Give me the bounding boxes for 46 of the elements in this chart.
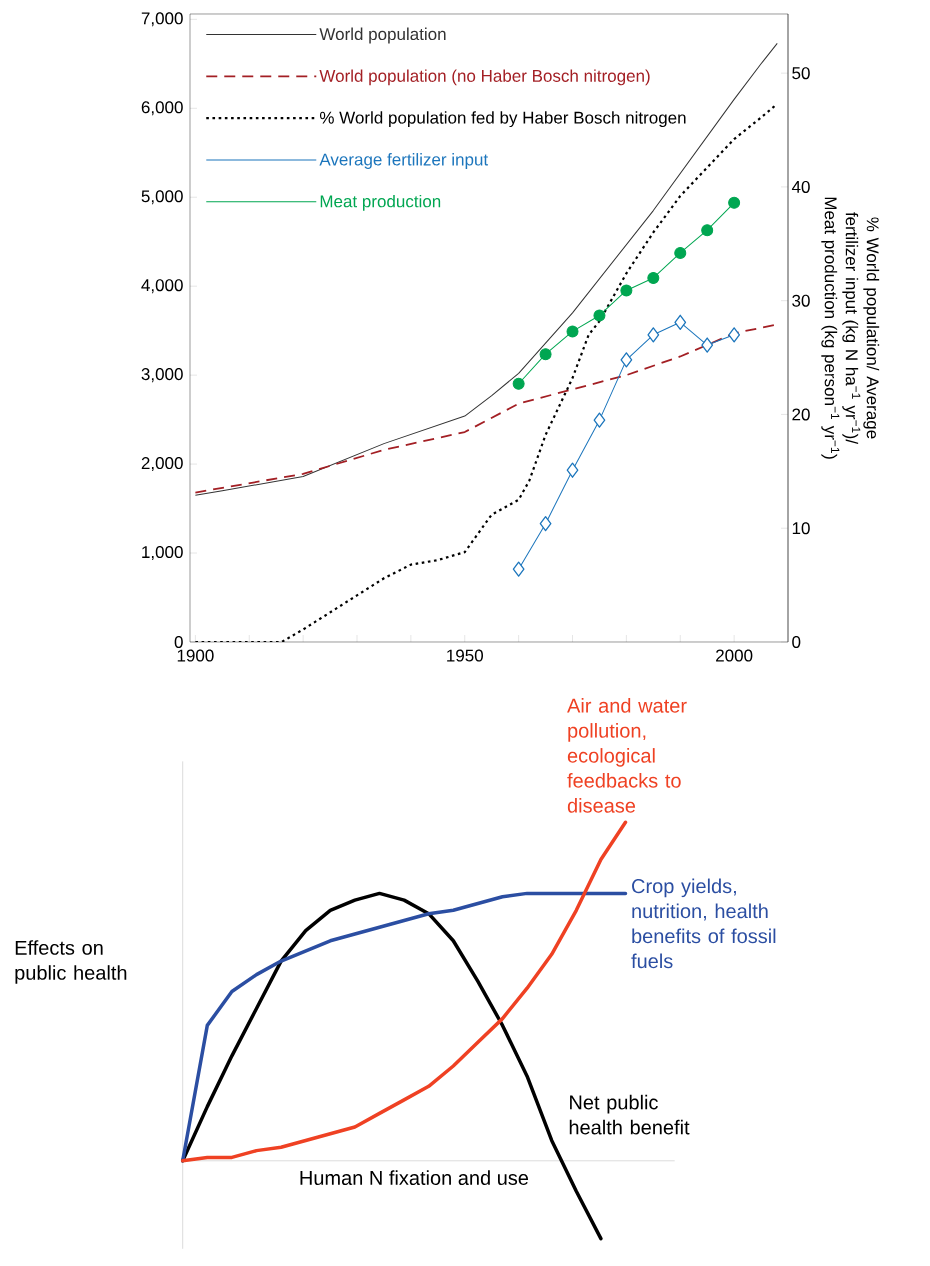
y-tick-label: 3,000 [141, 368, 183, 383]
point [539, 516, 552, 532]
text: % World population fed by Haber Bosch nitrogen [319, 111, 686, 128]
text: Air and water pollution, ecological feedbacks to disease [567, 698, 687, 813]
y-tick-label: 7,000 [141, 12, 183, 27]
point [593, 309, 606, 322]
y-tick-label: 1,000 [142, 546, 183, 561]
y2-tick-label: 10 [792, 522, 810, 535]
text: World population [319, 27, 446, 44]
point [593, 412, 606, 428]
series-label: Net public health benefit [569, 1094, 690, 1135]
x-tick-label: 2000 [716, 649, 753, 662]
y-tick-label: 5,000 [141, 190, 183, 205]
point [620, 284, 633, 297]
line-series [194, 42, 778, 496]
x-tick-label: 1950 [447, 649, 483, 662]
point [512, 561, 525, 577]
point [674, 246, 687, 259]
y-axis-title: Effects on public health [15, 940, 127, 984]
text: World population (no Haber Bosch nitrogen) [319, 69, 650, 86]
text: Average fertilizer input [319, 153, 489, 169]
y2-tick-label: 0 [792, 635, 801, 649]
point [701, 337, 714, 353]
y-tick-label: 2,000 [141, 457, 183, 472]
series-label: Crop yields, nutrition, health benefits of fossil fuels [631, 878, 776, 969]
point [728, 327, 741, 343]
y2-tick-label: 20 [792, 408, 810, 421]
point [728, 196, 741, 209]
y-tick-label: 0 [174, 635, 183, 649]
point [701, 224, 714, 237]
y2-tick-label: 40 [791, 180, 810, 193]
point [566, 462, 579, 478]
y2-tick-label: 50 [792, 67, 810, 80]
y2-tick-label: 30 [792, 294, 810, 307]
y-tick-label: 4,000 [141, 279, 183, 294]
point [647, 327, 660, 343]
point [512, 377, 525, 390]
y-tick-label: 6,000 [141, 101, 183, 116]
point [566, 325, 579, 338]
x-axis-title: Human N fixation and use [300, 1170, 529, 1186]
point [539, 348, 552, 361]
point [647, 271, 660, 284]
point [674, 314, 687, 330]
text: Meat production [320, 194, 441, 211]
x-tick-label: 1900 [177, 649, 214, 662]
point [620, 352, 633, 368]
